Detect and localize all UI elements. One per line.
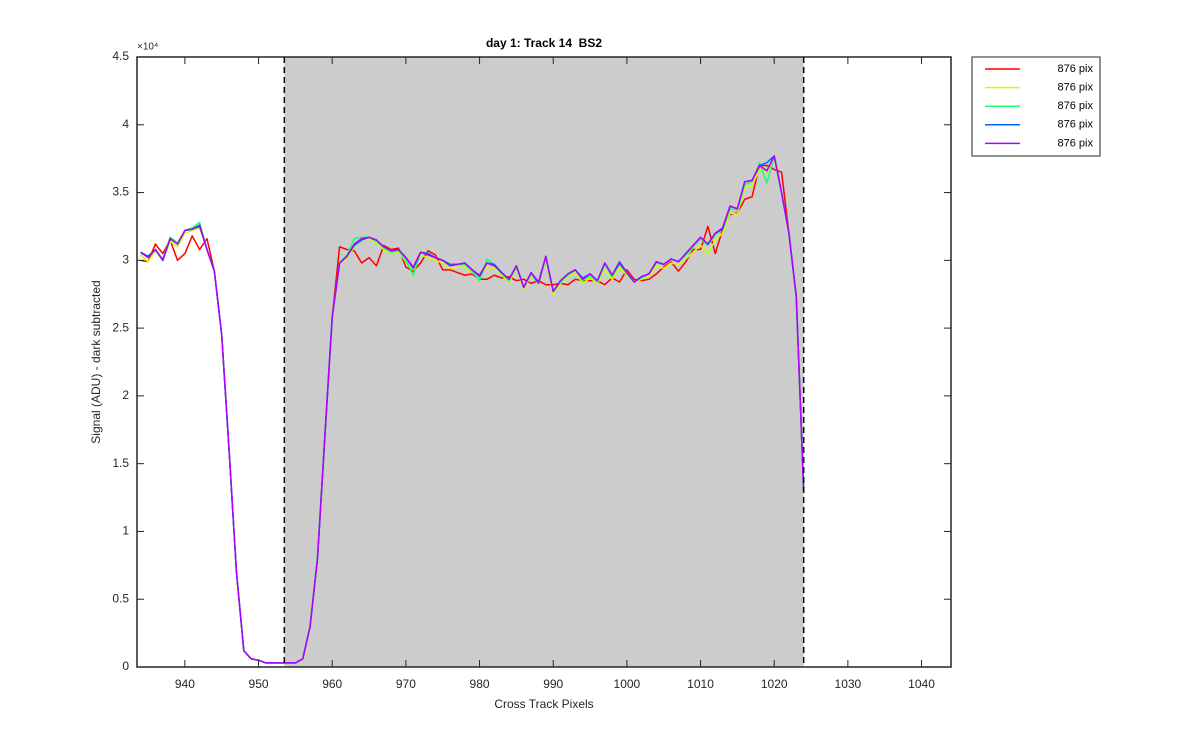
x-tick-label: 1040 bbox=[908, 677, 935, 691]
clip-group bbox=[140, 57, 805, 667]
y-axis-label: Signal (ADU) - dark subtracted bbox=[89, 280, 103, 443]
x-tick-label: 940 bbox=[175, 677, 195, 691]
x-tick-label: 1030 bbox=[835, 677, 862, 691]
legend-label: 876 pix bbox=[1058, 137, 1094, 149]
x-tick-label: 1000 bbox=[614, 677, 641, 691]
y-tick-label: 4.5 bbox=[112, 49, 129, 63]
x-tick-label: 950 bbox=[249, 677, 269, 691]
shaded-region bbox=[284, 57, 804, 667]
y-tick-label: 0 bbox=[122, 659, 129, 673]
data-line bbox=[140, 155, 805, 664]
legend-label: 876 pix bbox=[1058, 100, 1094, 112]
legend-label: 876 pix bbox=[1058, 63, 1094, 75]
x-tick-label: 1010 bbox=[687, 677, 714, 691]
x-tick-label: 980 bbox=[470, 677, 490, 691]
x-axis-label: Cross Track Pixels bbox=[494, 697, 593, 711]
y-tick-label: 3 bbox=[122, 253, 129, 267]
y-tick-label: 2.5 bbox=[112, 320, 129, 334]
y-tick-label: 0.5 bbox=[112, 591, 129, 605]
legend: 876 pix 876 pix 876 pix 876 pix 876 pix bbox=[971, 56, 1101, 157]
x-tick-label: 1020 bbox=[761, 677, 788, 691]
chart-title: day 1: Track 14 BS2 bbox=[486, 36, 602, 50]
y-exponent: ×10⁴ bbox=[137, 42, 158, 53]
y-tick-label: 4 bbox=[122, 117, 129, 131]
plot-area: 940 950 960 970 980 990 1000 1010 1020 1030 1040 0 0… bbox=[112, 49, 952, 691]
legend-label: 876 pix bbox=[1058, 119, 1094, 131]
y-tick-label: 1 bbox=[122, 524, 129, 538]
x-tick-label: 960 bbox=[322, 677, 342, 691]
y-tick-label: 3.5 bbox=[112, 185, 129, 199]
x-tick-label: 990 bbox=[543, 677, 563, 691]
y-tick-label: 2 bbox=[122, 388, 129, 402]
legend-label: 876 pix bbox=[1058, 82, 1094, 94]
axes-box bbox=[136, 56, 952, 668]
x-tick-label: 970 bbox=[396, 677, 416, 691]
y-tick-label: 1.5 bbox=[112, 456, 129, 470]
